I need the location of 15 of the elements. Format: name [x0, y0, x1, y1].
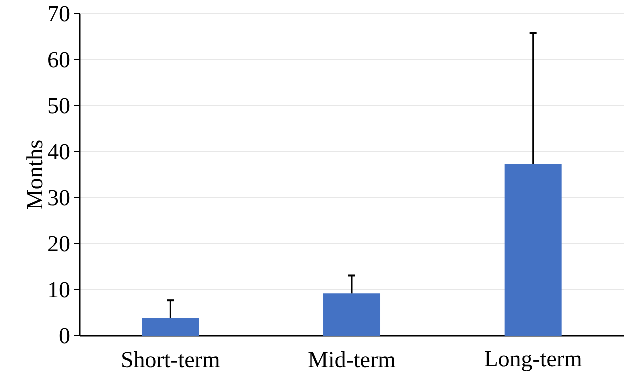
- y-tick-label: 60: [48, 52, 70, 68]
- y-tick-label: 70: [49, 6, 70, 22]
- y-tick-label: 0: [60, 328, 70, 344]
- y-tick-label: 20: [48, 236, 70, 252]
- y-axis-title: Months: [26, 140, 43, 210]
- x-tick-label: Long-term: [485, 352, 582, 372]
- y-tick-label: 50: [48, 98, 70, 114]
- x-tick-label: Mid-term: [308, 352, 396, 368]
- y-tick-label: 30: [48, 190, 70, 206]
- y-tick-label: 40: [48, 144, 70, 160]
- bar: [142, 318, 200, 336]
- y-tick-label: 10: [50, 282, 70, 298]
- bar: [504, 164, 562, 336]
- bar: [324, 294, 381, 336]
- x-tick-label: Short-term: [122, 352, 220, 368]
